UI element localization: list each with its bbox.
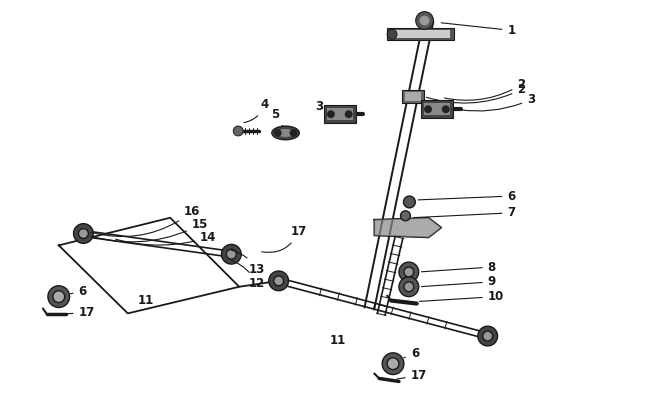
Text: 1: 1 [441,23,515,37]
Circle shape [73,224,93,243]
Text: 14: 14 [116,231,216,245]
Bar [387,28,454,40]
Text: 17: 17 [262,225,307,253]
Text: 11: 11 [330,334,346,346]
Ellipse shape [272,126,300,140]
Circle shape [382,353,404,375]
Circle shape [478,326,497,346]
Text: 2: 2 [426,83,525,103]
Circle shape [222,244,241,264]
Circle shape [269,271,289,291]
Circle shape [48,286,70,308]
Circle shape [274,276,283,286]
Circle shape [404,196,415,208]
Circle shape [344,110,352,118]
Circle shape [274,129,281,137]
Circle shape [289,129,298,137]
Circle shape [387,30,397,39]
Circle shape [404,282,414,292]
Text: 6: 6 [71,285,86,298]
Bar [424,103,450,115]
Ellipse shape [276,129,295,137]
Circle shape [400,211,410,221]
Bar [324,105,356,123]
Circle shape [327,110,335,118]
Text: 2: 2 [445,78,525,100]
Text: 17: 17 [396,369,427,382]
Circle shape [233,126,243,136]
Circle shape [420,16,430,26]
Bar [391,30,450,38]
Circle shape [399,262,419,282]
Circle shape [226,249,236,259]
Text: 4: 4 [244,98,269,122]
Text: 7: 7 [414,206,515,219]
Polygon shape [374,218,441,237]
Bar [402,89,424,103]
Circle shape [79,229,88,239]
Circle shape [53,291,65,302]
Circle shape [424,105,432,113]
Text: 15: 15 [91,218,208,242]
Circle shape [416,12,434,30]
Text: 17: 17 [62,306,95,319]
Text: 16: 16 [91,205,200,237]
Circle shape [387,358,399,369]
Text: 13: 13 [231,250,265,276]
Circle shape [399,277,419,296]
Text: 8: 8 [421,261,496,274]
Text: 3: 3 [315,100,332,113]
Circle shape [442,105,450,113]
Text: 5: 5 [271,108,296,132]
Text: 6: 6 [404,347,419,360]
Text: 3: 3 [460,93,535,111]
Bar [327,108,352,120]
Text: 6: 6 [418,190,515,203]
Text: 9: 9 [421,275,496,288]
Bar [405,91,421,101]
Text: 11: 11 [138,294,154,307]
Bar [421,101,452,118]
Circle shape [404,267,414,277]
Text: 12: 12 [231,260,265,290]
Circle shape [483,331,493,341]
Text: 10: 10 [419,290,504,303]
